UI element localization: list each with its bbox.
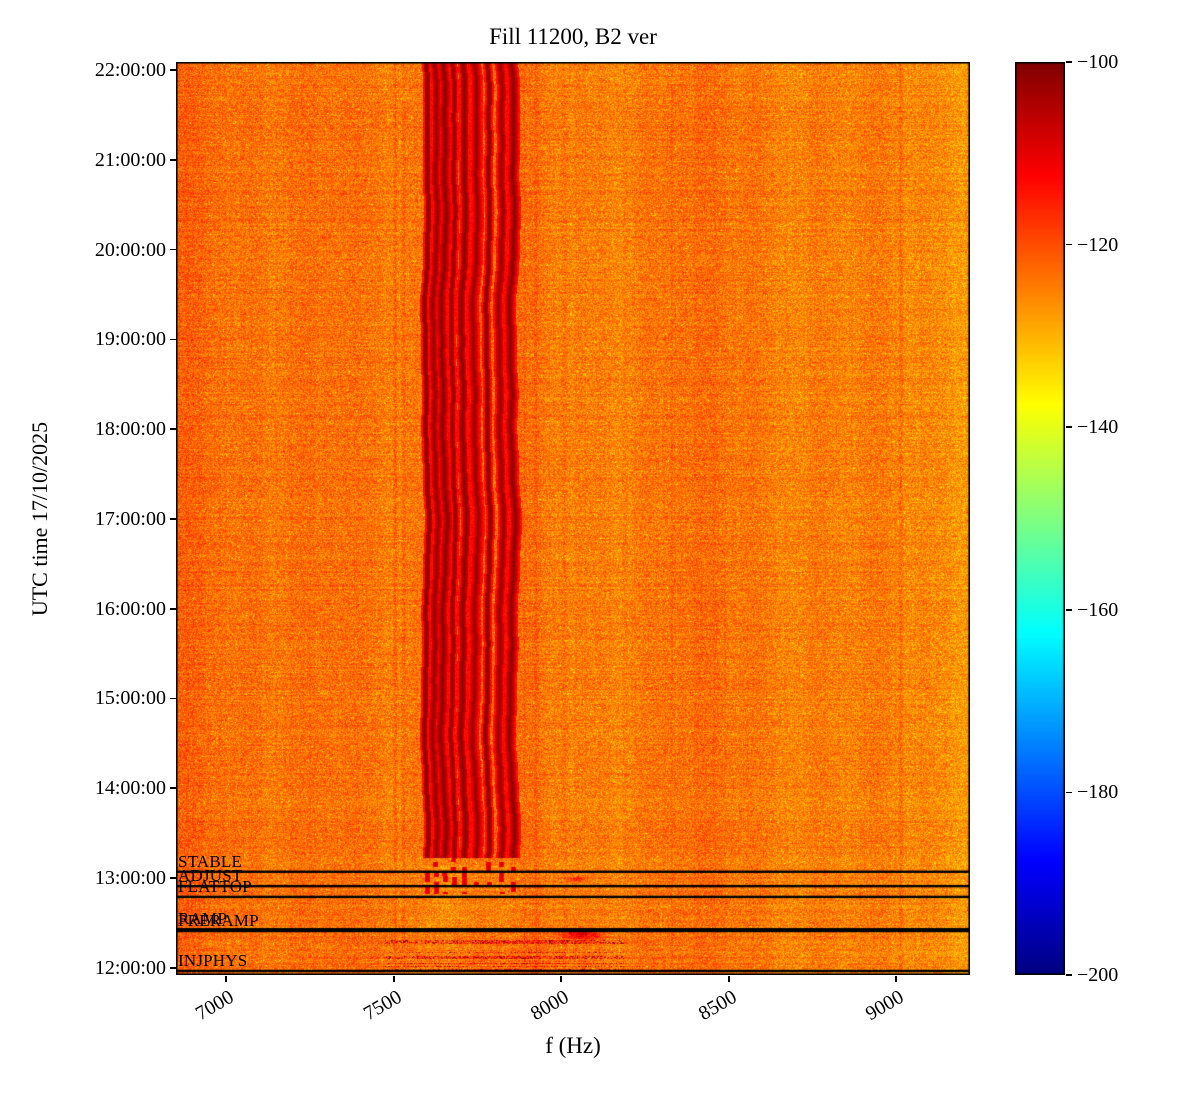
x-tick-mark [225, 976, 228, 982]
y-tick-label: 20:00:00 [94, 238, 166, 261]
y-tick-label: 18:00:00 [94, 418, 166, 441]
beam-mode-label: PRERAMP [178, 911, 259, 930]
colorbar-tick-mark [1066, 791, 1072, 794]
y-tick-mark [170, 248, 176, 251]
y-tick-label: 21:00:00 [94, 148, 166, 171]
colorbar-tick-label: −140 [1077, 416, 1119, 439]
colorbar-tick-label: −100 [1077, 51, 1119, 73]
y-tick-label: 16:00:00 [94, 597, 166, 620]
y-tick-label: 12:00:00 [94, 956, 166, 979]
colorbar-tick-label: −180 [1077, 781, 1119, 804]
y-tick-label: 19:00:00 [94, 328, 166, 351]
x-tick-mark [392, 976, 395, 982]
colorbar-tick-mark [1066, 426, 1072, 428]
y-tick-label: 22:00:00 [94, 59, 166, 82]
colorbar-tick-label: −200 [1077, 964, 1119, 986]
colorbar-tick-mark [1066, 61, 1072, 63]
beam-mode-label: STABLE [178, 851, 243, 871]
spectrogram-heatmap [176, 62, 970, 975]
y-tick-mark [170, 877, 176, 879]
y-tick-mark [170, 967, 176, 969]
y-tick-mark [170, 159, 176, 161]
y-tick-label: 17:00:00 [94, 507, 166, 530]
x-tick-mark [727, 976, 730, 982]
y-tick-mark [170, 69, 176, 71]
colorbar-tick-mark [1066, 609, 1072, 611]
y-tick-mark [170, 338, 176, 341]
colorbar-tick-label: −160 [1077, 598, 1119, 621]
beam-mode-label: FLATTOP [178, 876, 252, 896]
beam-mode-label: INJPHYS [178, 950, 248, 970]
y-tick-mark [170, 607, 176, 610]
colorbar [1015, 62, 1065, 975]
y-tick-mark [170, 697, 176, 700]
x-axis-label: f (Hz) [545, 1033, 601, 1058]
colorbar-tick-mark [1066, 243, 1072, 246]
x-tick-mark [895, 976, 898, 982]
y-tick-mark [170, 787, 176, 790]
y-tick-mark [170, 428, 176, 430]
y-tick-label: 13:00:00 [94, 867, 166, 890]
y-tick-label: 14:00:00 [94, 777, 166, 800]
colorbar-tick-label: −120 [1077, 233, 1119, 256]
y-tick-mark [170, 518, 176, 520]
beam-mode-label: RAMP [178, 909, 227, 929]
chart-title: Fill 11200, B2 ver [489, 24, 657, 49]
beam-mode-label: ADJUST [178, 866, 243, 886]
y-tick-label: 15:00:00 [94, 687, 166, 710]
colorbar-tick-mark [1066, 974, 1072, 976]
x-tick-mark [560, 976, 563, 982]
